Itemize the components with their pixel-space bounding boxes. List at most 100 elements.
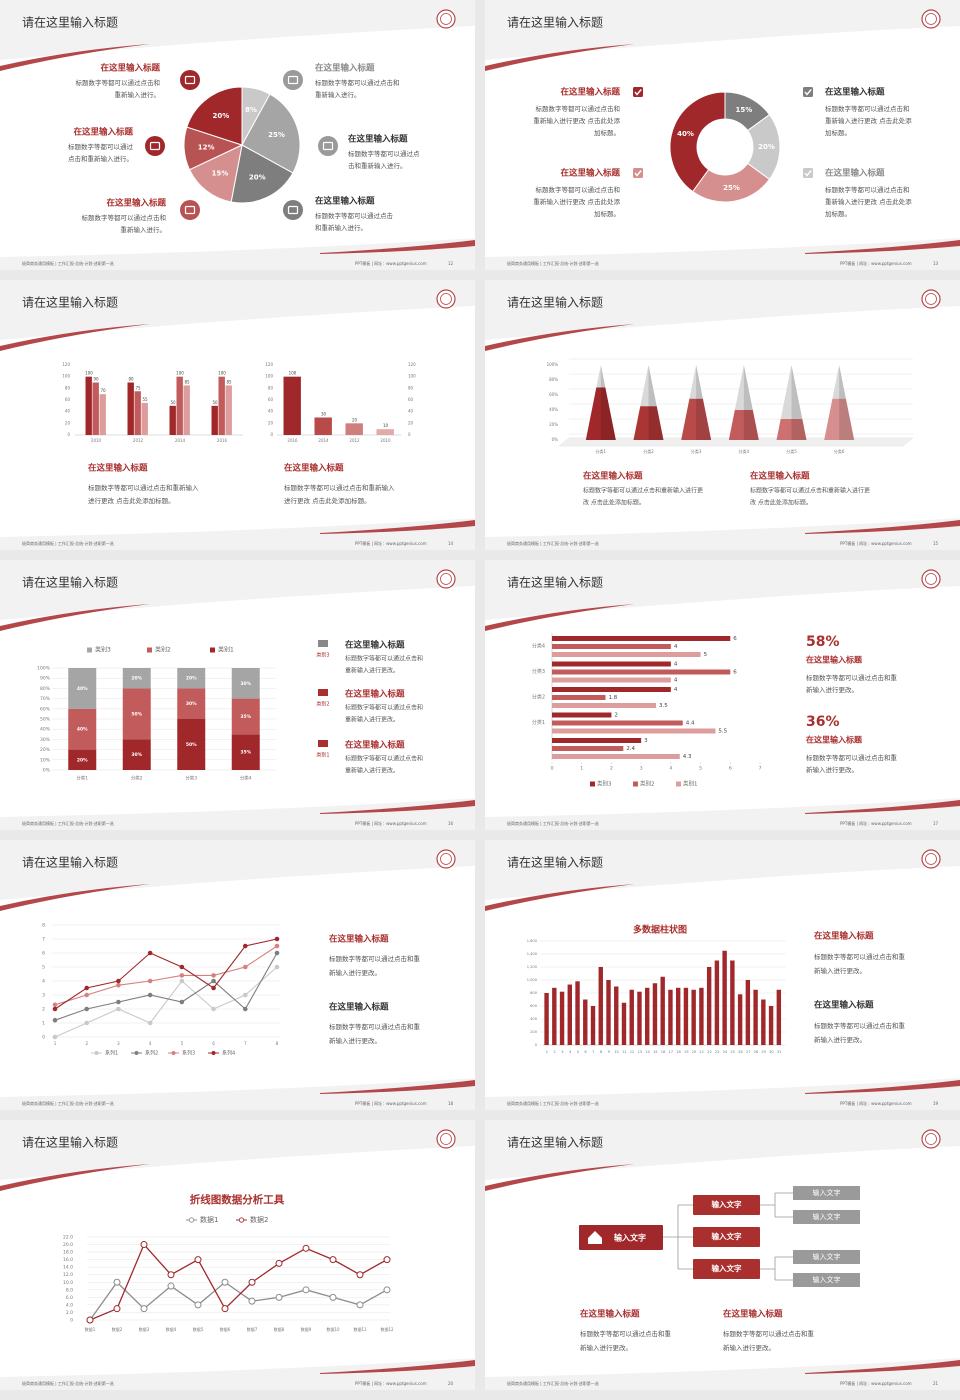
icon [283, 70, 303, 90]
x-tick-label: 分类5 [786, 448, 797, 454]
leaf-label: 输入文字 [813, 1212, 841, 1221]
x-tick-label: 分类3 [691, 448, 702, 454]
point [302, 1244, 310, 1252]
series-line [54, 938, 278, 1010]
bar [590, 1006, 596, 1045]
bar [283, 376, 301, 435]
item-text: 改 点击此处添加标题。 [583, 499, 645, 507]
cone-shade [839, 365, 855, 440]
y-tick-label: 5 [42, 965, 45, 971]
footer-swoosh [805, 1360, 960, 1374]
footer-band [0, 238, 475, 270]
stat-title: 在这里输入标题 [806, 655, 863, 665]
bar [544, 993, 549, 1045]
item-text: 标题数字等都可以通过点击和重 [814, 952, 906, 961]
x-tick-label: 2 [553, 1050, 555, 1054]
y-tick-label: 0 [70, 1318, 73, 1324]
x-tick-label: 15 [653, 1050, 658, 1054]
footer-band [0, 1358, 475, 1390]
point [52, 1002, 58, 1008]
slide-title: 请在这里输入标题 [507, 1135, 603, 1150]
y-tick-label: 10% [40, 757, 51, 763]
y-tick-label: 0 [42, 1035, 45, 1041]
y2-tick-label: 80 [408, 385, 414, 390]
bar [552, 720, 683, 726]
slide-title: 请在这里输入标题 [22, 575, 118, 590]
bar-segment [68, 668, 97, 709]
stat-figure: 36% [806, 714, 840, 730]
x-tick-label: 分类2 [131, 775, 143, 782]
x-tick-label: 2014 [318, 438, 329, 443]
legend-label: 类别3 [597, 780, 612, 788]
footer-band [0, 798, 475, 830]
leaf-box [793, 1273, 860, 1287]
x-tick-label: 8 [600, 1050, 603, 1054]
value-label: 4 [674, 662, 678, 668]
item-text: 新输入进行更改。 [580, 1343, 632, 1352]
footer-band [485, 1078, 960, 1110]
value-label: 4 [674, 687, 678, 693]
x-tick-label: 22 [707, 1050, 712, 1054]
y-tick-label: 60% [40, 706, 51, 712]
value-label: 40% [77, 686, 88, 692]
y-tick-label: 4 [42, 979, 45, 985]
logo [436, 9, 456, 29]
leaf-label: 输入文字 [813, 1275, 841, 1284]
slide-title: 请在这里输入标题 [22, 295, 118, 310]
footer-left: 极简商务通用模板 | 工作汇报·总结·计划·述职第一选 [22, 260, 114, 266]
chart-title: 折线图数据分析工具 [190, 1193, 285, 1206]
x-tick-label: 2014 [175, 438, 186, 443]
y2-tick-label: 120 [408, 362, 416, 367]
bar [376, 429, 394, 435]
footer-band [485, 1358, 960, 1390]
checkmark [804, 170, 812, 177]
x-tick-label: 6 [729, 766, 732, 772]
point [242, 1006, 248, 1012]
value-label: 10 [383, 423, 389, 428]
x-tick-label: 7 [592, 1050, 594, 1054]
point [274, 950, 280, 956]
logo [921, 849, 941, 869]
point [116, 982, 121, 988]
slide-title: 请在这里输入标题 [507, 295, 603, 310]
chart-title: 多数据柱状图 [633, 924, 687, 936]
slide-title: 请在这里输入标题 [22, 855, 118, 870]
item-text: 标题数字等都可以通过点击和重新输入 [88, 483, 199, 492]
item-text: 重新输入进行更改 点击此处添 [533, 197, 620, 206]
item-text: 改 点击此处添加标题。 [750, 499, 812, 507]
home-icon [588, 1231, 602, 1244]
point [356, 1271, 364, 1279]
page-number: 13 [933, 261, 939, 266]
item-icon [318, 689, 328, 696]
value-label: 20% [186, 676, 197, 682]
y-tick-label: 20% [40, 747, 51, 753]
value-label: 4.4 [686, 721, 695, 727]
item-text: 重新输入进行更改 点击此处添 [533, 116, 620, 125]
bar [552, 703, 656, 708]
bar [675, 987, 681, 1045]
x-tick-label: 31 [777, 1050, 782, 1054]
icon-glyph [322, 141, 334, 151]
item-title: 在这里输入标题 [825, 87, 885, 98]
bar [552, 754, 680, 759]
item-text: 标题数字等都可以通过点击和重 [814, 1021, 906, 1030]
item-text: 加标题。 [825, 209, 851, 218]
bar [761, 999, 766, 1045]
logo [436, 849, 456, 869]
y-tick-label: 600 [530, 1004, 538, 1008]
bar [683, 987, 689, 1045]
leaf-label: 输入文字 [813, 1188, 841, 1197]
item-title: 在这里输入标题 [825, 168, 885, 179]
icon-glyph [287, 205, 299, 215]
page-number: 21 [933, 1381, 939, 1386]
y-tick-label: 10.0 [63, 1280, 73, 1286]
x-tick-label: 数据7 [247, 1326, 258, 1332]
bar [552, 677, 671, 683]
child-label: 输入文字 [712, 1231, 742, 1241]
x-tick-label: 5 [181, 1041, 184, 1046]
slice [188, 144, 243, 203]
y-tick-label: 200 [530, 1030, 538, 1034]
child-label: 输入文字 [712, 1263, 742, 1273]
